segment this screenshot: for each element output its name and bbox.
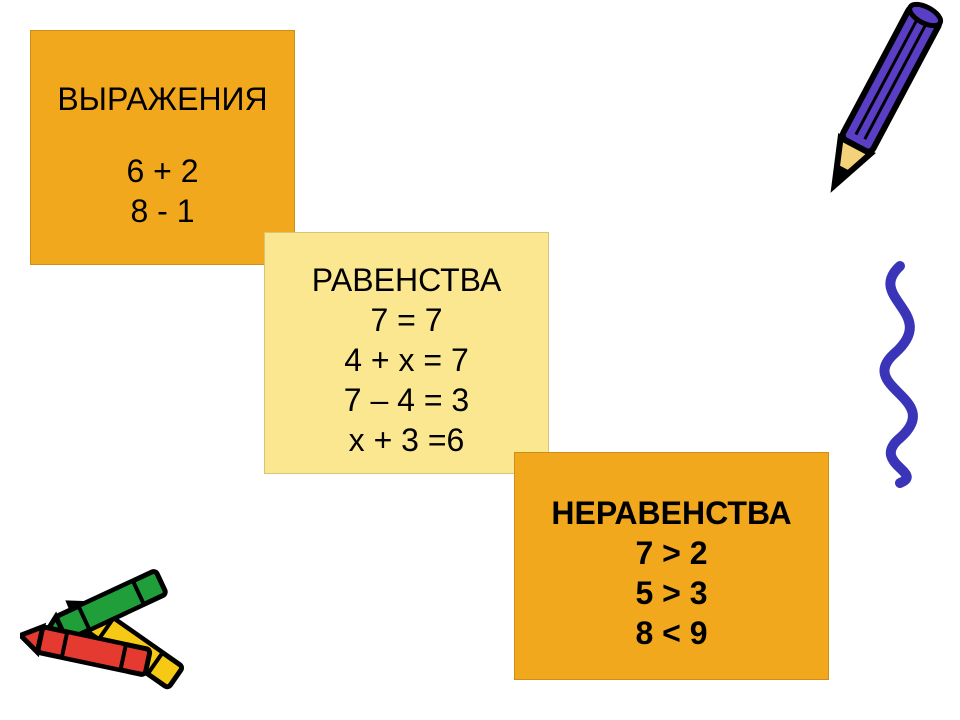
- card-inequalities-line: 5 > 3: [635, 573, 707, 613]
- card-inequalities: НЕРАВЕНСТВА 7 > 2 5 > 3 8 < 9: [514, 452, 829, 680]
- crayons-icon: [20, 545, 220, 705]
- card-expressions-title: ВЫРАЖЕНИЯ: [57, 79, 267, 119]
- card-equalities-line: 4 + х = 7: [344, 340, 469, 380]
- pencil-icon: [790, 0, 960, 220]
- card-equalities-line: 7 = 7: [370, 300, 442, 340]
- card-equalities: РАВЕНСТВА 7 = 7 4 + х = 7 7 – 4 = 3 х + …: [264, 232, 549, 474]
- card-expressions-line: 8 - 1: [130, 191, 194, 231]
- card-inequalities-title: НЕРАВЕНСТВА: [551, 493, 791, 533]
- card-inequalities-line: 8 < 9: [635, 613, 707, 653]
- squiggle-icon: [845, 258, 960, 488]
- card-equalities-title: РАВЕНСТВА: [312, 260, 502, 300]
- card-expressions: ВЫРАЖЕНИЯ 6 + 2 8 - 1: [30, 30, 295, 265]
- card-expressions-line: 6 + 2: [126, 151, 198, 191]
- card-equalities-line: 7 – 4 = 3: [344, 380, 469, 420]
- card-equalities-line: х + 3 =6: [349, 420, 465, 460]
- card-inequalities-line: 7 > 2: [635, 533, 707, 573]
